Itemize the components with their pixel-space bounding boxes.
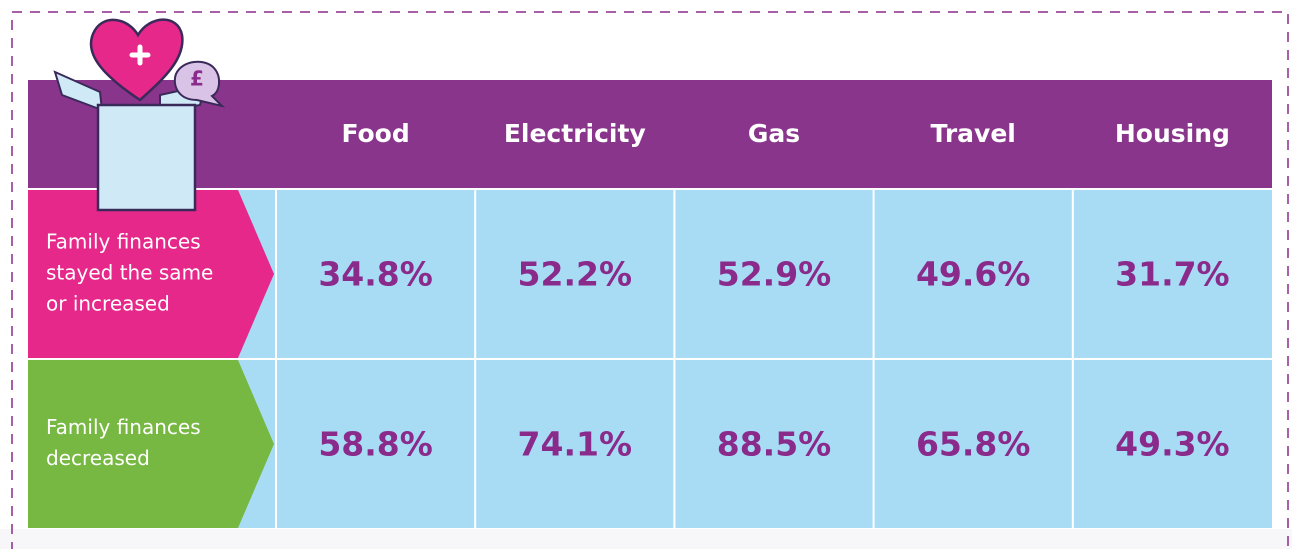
column-header: Gas	[748, 119, 800, 148]
cell-value: 52.2%	[518, 255, 633, 294]
box	[98, 105, 195, 210]
row-label: Family finances	[46, 415, 201, 439]
column-header: Electricity	[504, 119, 646, 148]
pound-symbol: £	[190, 67, 204, 91]
cell-value: 74.1%	[518, 425, 633, 464]
cell-value: 88.5%	[717, 425, 832, 464]
column-header: Food	[341, 119, 409, 148]
cell-value: 34.8%	[318, 255, 433, 294]
row-label: Family finances	[46, 230, 201, 254]
column-header: Housing	[1115, 119, 1230, 148]
row-label: decreased	[46, 446, 150, 470]
row-divider	[215, 358, 1272, 360]
cell-value: 65.8%	[916, 425, 1031, 464]
header-band	[28, 80, 1272, 188]
cell-value: 31.7%	[1115, 255, 1230, 294]
cell-value: 58.8%	[318, 425, 433, 464]
row-label: stayed the same	[46, 261, 213, 285]
column-header: Travel	[931, 119, 1016, 148]
row-label-arrow	[28, 360, 274, 528]
cell-value: 49.3%	[1115, 425, 1230, 464]
cell-value: 52.9%	[717, 255, 832, 294]
infographic: Food Electricity Gas Travel Housing Family fi…	[0, 0, 1292, 549]
row-label: or increased	[46, 292, 170, 316]
cell-value: 49.6%	[916, 255, 1031, 294]
footer-band	[0, 529, 1292, 549]
